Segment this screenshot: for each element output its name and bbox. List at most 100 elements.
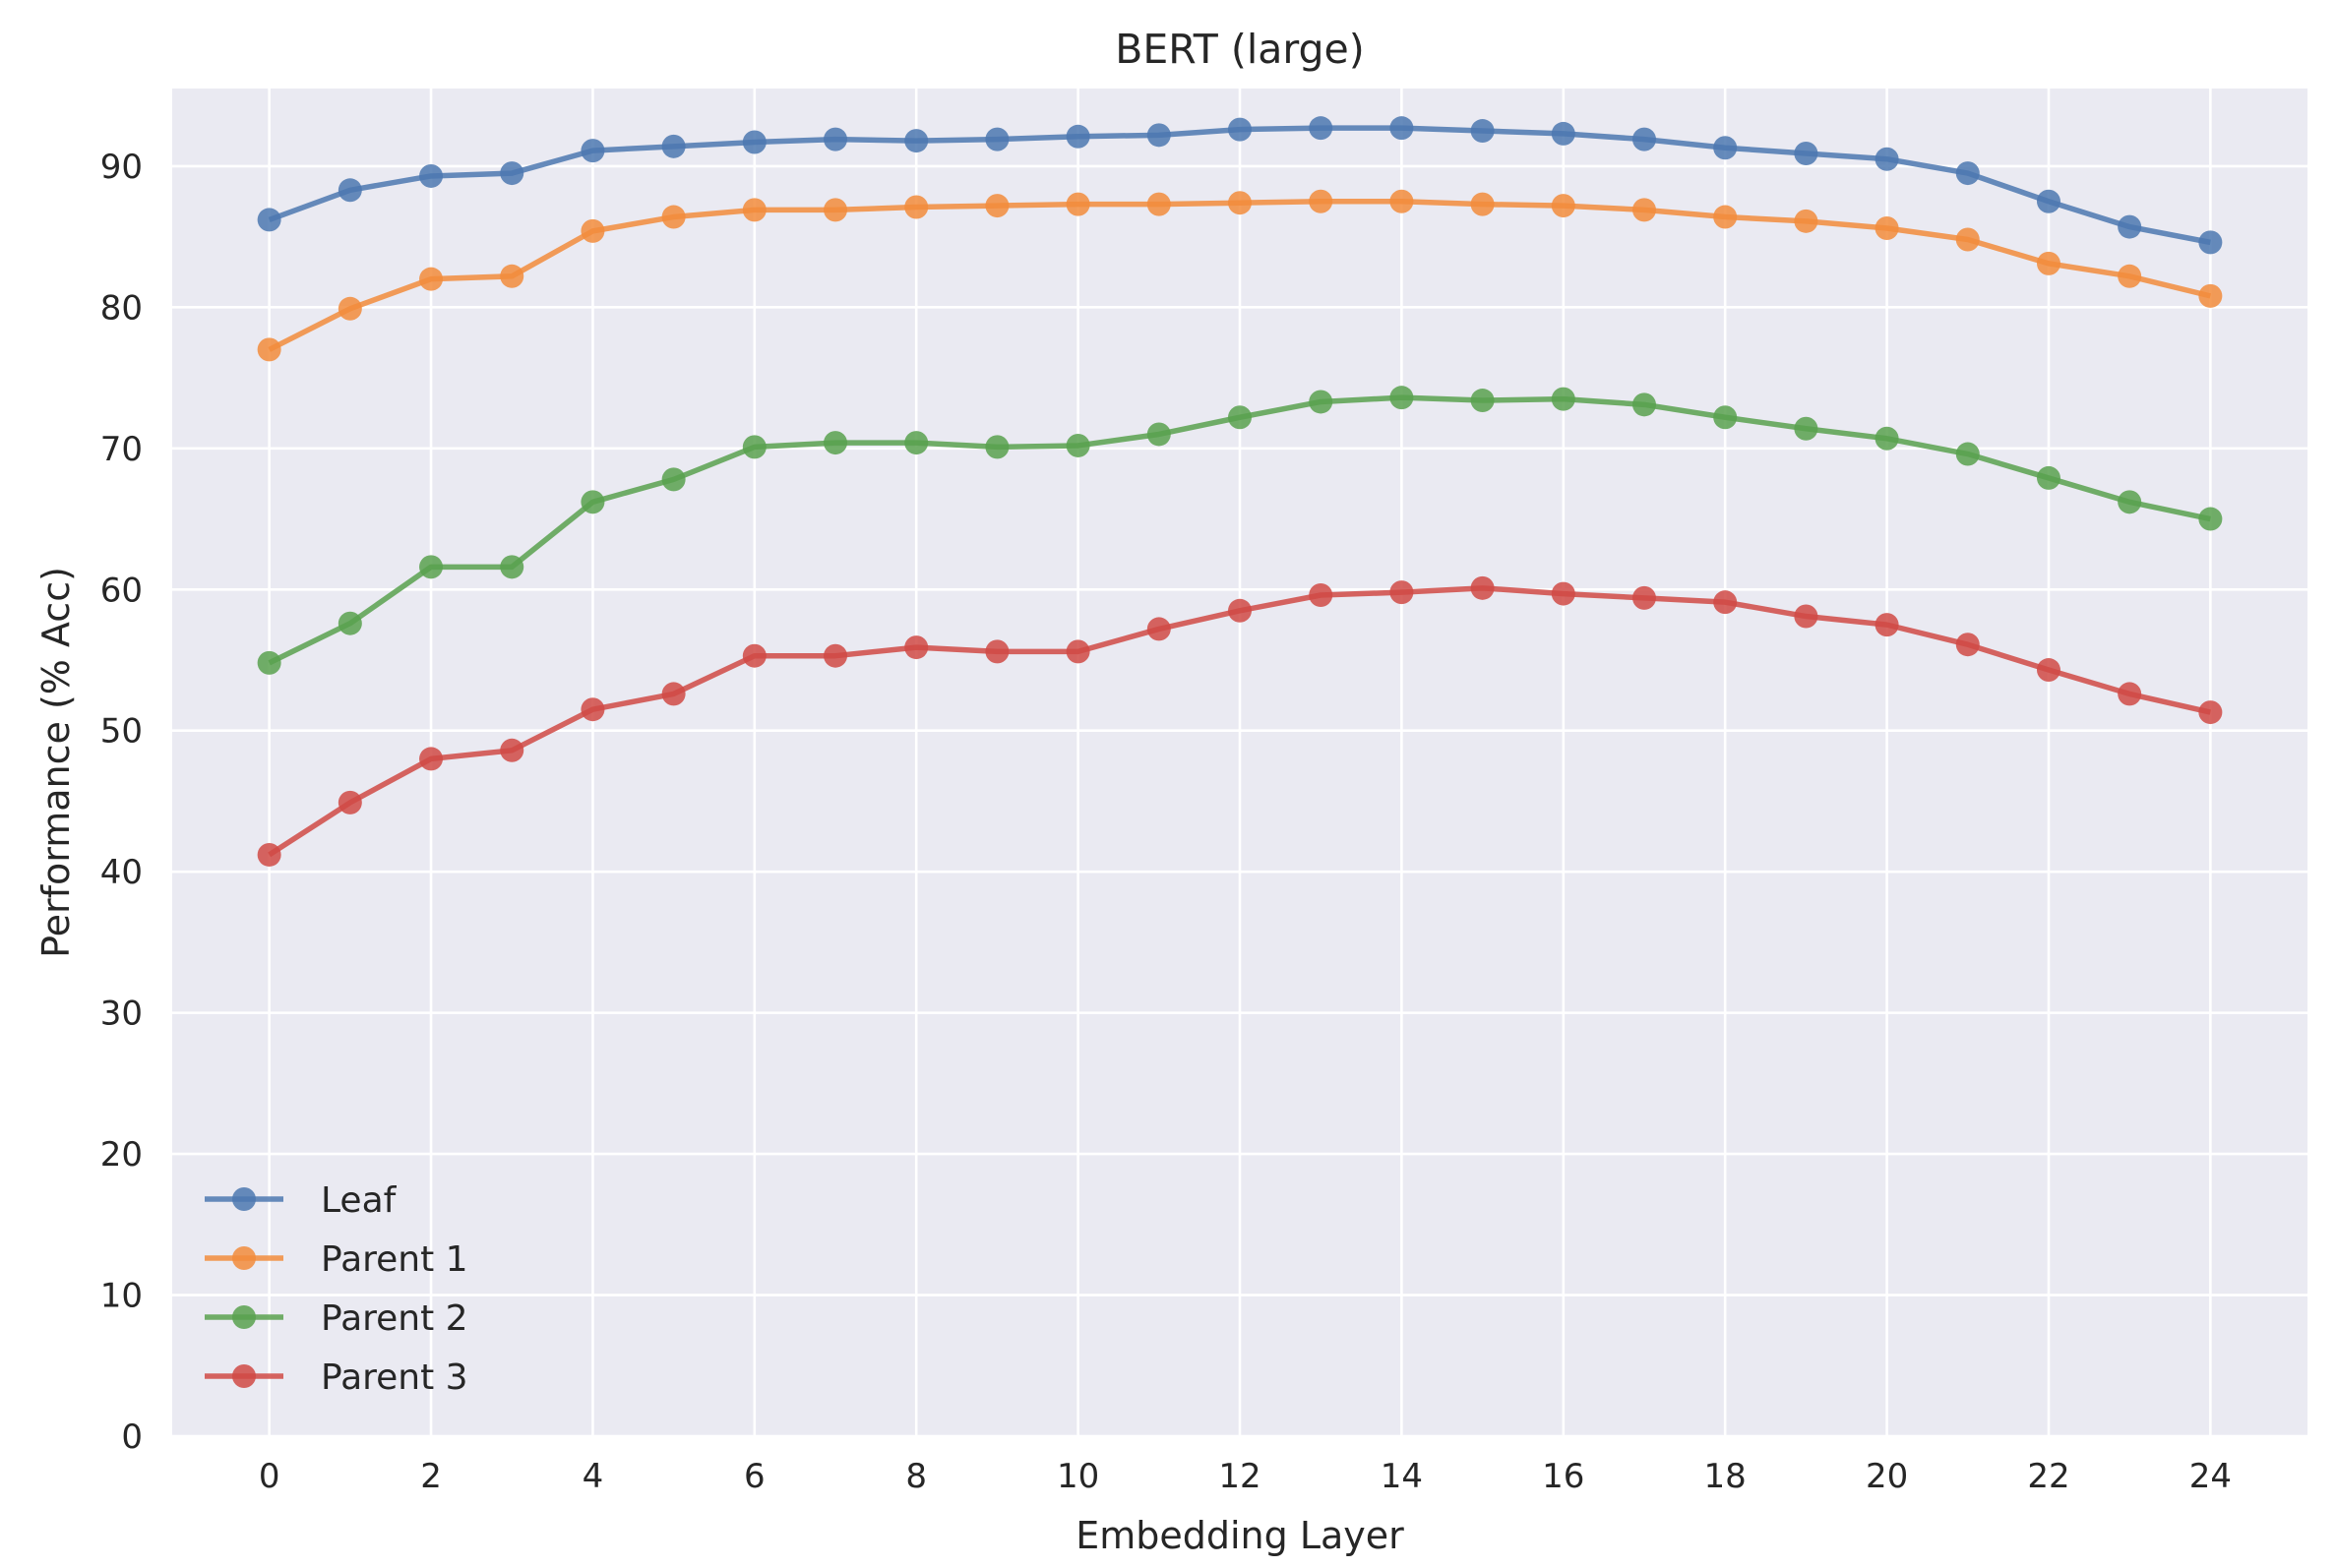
data-point bbox=[1551, 387, 1575, 411]
data-point bbox=[2036, 189, 2060, 213]
data-point bbox=[985, 127, 1010, 151]
data-point bbox=[1389, 386, 1414, 410]
legend-item: Parent 2 bbox=[205, 1298, 468, 1339]
data-point bbox=[1066, 192, 1090, 216]
data-point bbox=[1955, 633, 1980, 657]
data-point bbox=[1631, 392, 1656, 417]
data-point bbox=[1551, 121, 1575, 146]
data-point bbox=[1794, 416, 1818, 441]
data-point bbox=[824, 127, 848, 151]
y-tick-label: 60 bbox=[100, 571, 143, 610]
data-point bbox=[500, 264, 524, 288]
data-point bbox=[1066, 433, 1090, 457]
data-point bbox=[742, 198, 767, 222]
data-point bbox=[1955, 161, 1980, 186]
data-point bbox=[257, 208, 281, 232]
data-point bbox=[904, 195, 929, 219]
data-point bbox=[1794, 604, 1818, 629]
series-parent-2 bbox=[257, 386, 2223, 675]
x-tick-label: 4 bbox=[583, 1457, 604, 1496]
data-point bbox=[1228, 405, 1252, 430]
legend-marker bbox=[232, 1187, 256, 1211]
data-point bbox=[1146, 617, 1171, 641]
data-point bbox=[1794, 209, 1818, 233]
y-tick-label: 20 bbox=[100, 1135, 143, 1175]
x-tick-label: 14 bbox=[1381, 1457, 1423, 1496]
data-point bbox=[1713, 136, 1738, 160]
data-point bbox=[1066, 639, 1090, 664]
data-point bbox=[2036, 251, 2060, 275]
data-point bbox=[1228, 191, 1252, 215]
x-tick-label: 0 bbox=[259, 1457, 280, 1496]
data-point bbox=[2198, 507, 2223, 531]
x-tick-label: 8 bbox=[905, 1457, 927, 1496]
data-point bbox=[904, 431, 929, 455]
x-tick-label: 2 bbox=[420, 1457, 442, 1496]
y-tick-label: 50 bbox=[100, 712, 143, 752]
data-point bbox=[257, 337, 281, 362]
x-tick-label: 6 bbox=[744, 1457, 766, 1496]
data-point bbox=[1470, 575, 1495, 600]
legend-label: Parent 2 bbox=[321, 1298, 468, 1339]
data-point bbox=[1631, 585, 1656, 610]
legend-item: Leaf bbox=[205, 1180, 398, 1221]
data-point bbox=[338, 790, 362, 814]
data-point bbox=[1875, 147, 1899, 171]
chart-title: BERT (large) bbox=[1115, 26, 1365, 73]
data-point bbox=[500, 738, 524, 762]
x-tick-label: 18 bbox=[1704, 1457, 1747, 1496]
data-point bbox=[419, 267, 444, 291]
data-point bbox=[824, 431, 848, 455]
y-axis-ticks: 0 10 20 30 40 50 60 70 80 90 bbox=[100, 148, 143, 1457]
data-point bbox=[257, 650, 281, 675]
data-point bbox=[1389, 189, 1414, 213]
data-point bbox=[2036, 658, 2060, 683]
data-point bbox=[904, 635, 929, 660]
data-point bbox=[581, 697, 605, 722]
data-point bbox=[581, 490, 605, 514]
data-point bbox=[1309, 583, 1333, 608]
data-point bbox=[1875, 613, 1899, 637]
data-point bbox=[985, 435, 1010, 459]
data-point bbox=[1309, 189, 1333, 213]
data-point bbox=[500, 161, 524, 186]
data-point bbox=[1389, 580, 1414, 605]
x-tick-label: 20 bbox=[1866, 1457, 1908, 1496]
series-parent-1 bbox=[257, 189, 2223, 362]
y-tick-label: 90 bbox=[100, 148, 143, 187]
data-point bbox=[742, 435, 767, 459]
data-point bbox=[338, 178, 362, 203]
data-point bbox=[2198, 700, 2223, 725]
data-point bbox=[1228, 598, 1252, 623]
data-point bbox=[1470, 389, 1495, 413]
series-parent-3 bbox=[257, 575, 2223, 867]
data-point bbox=[1875, 216, 1899, 241]
data-point bbox=[2036, 465, 2060, 490]
data-point bbox=[581, 218, 605, 243]
data-point bbox=[2118, 682, 2142, 706]
data-point bbox=[500, 555, 524, 579]
data-point bbox=[1146, 192, 1171, 216]
data-point bbox=[1146, 123, 1171, 148]
series-group bbox=[257, 116, 2223, 867]
data-point bbox=[824, 643, 848, 668]
x-tick-label: 24 bbox=[2189, 1457, 2232, 1496]
data-point bbox=[1551, 581, 1575, 606]
y-tick-label: 80 bbox=[100, 288, 143, 328]
data-point bbox=[1551, 194, 1575, 218]
x-tick-label: 16 bbox=[1542, 1457, 1584, 1496]
y-tick-label: 0 bbox=[121, 1417, 143, 1457]
data-point bbox=[257, 842, 281, 867]
data-point bbox=[661, 467, 686, 492]
legend-marker bbox=[232, 1305, 256, 1329]
x-tick-label: 10 bbox=[1057, 1457, 1099, 1496]
data-point bbox=[1875, 426, 1899, 451]
legend-item: Parent 1 bbox=[205, 1239, 468, 1280]
series-leaf bbox=[257, 116, 2223, 255]
data-point bbox=[1631, 127, 1656, 151]
data-point bbox=[824, 198, 848, 222]
data-point bbox=[742, 130, 767, 154]
data-point bbox=[1470, 119, 1495, 144]
data-point bbox=[661, 134, 686, 158]
